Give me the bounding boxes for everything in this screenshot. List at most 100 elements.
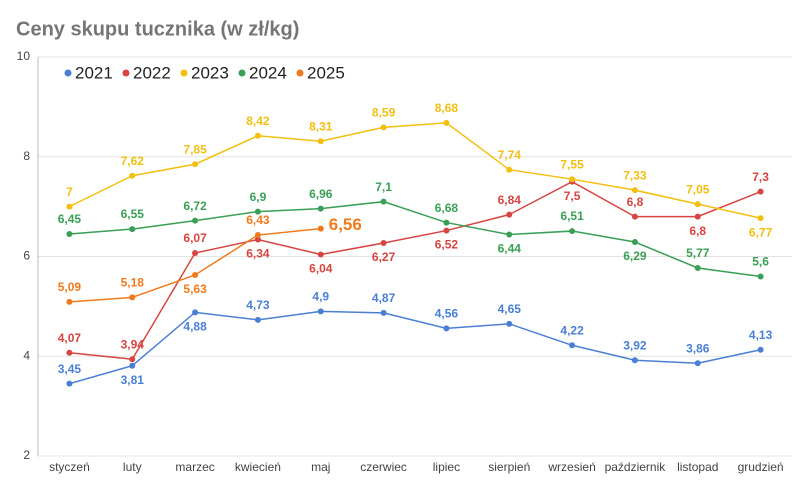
data-label: 3,92 bbox=[623, 338, 647, 352]
data-point bbox=[757, 273, 764, 280]
data-label: 6,45 bbox=[58, 212, 82, 226]
data-point bbox=[254, 208, 261, 215]
data-label: 6,27 bbox=[372, 250, 396, 264]
data-point bbox=[317, 225, 324, 232]
data-label: 4,65 bbox=[498, 302, 522, 316]
data-label: 7,3 bbox=[752, 170, 769, 184]
data-label: 6,07 bbox=[183, 231, 207, 245]
data-label: 5,18 bbox=[121, 276, 145, 290]
data-point bbox=[192, 271, 199, 278]
legend-label: 2025 bbox=[307, 63, 345, 82]
y-tick-label: 4 bbox=[23, 348, 30, 362]
data-label: 8,59 bbox=[372, 105, 396, 119]
data-label: 7,05 bbox=[686, 182, 710, 196]
data-label: 6,56 bbox=[329, 215, 362, 234]
data-label: 3,86 bbox=[686, 341, 710, 355]
data-point bbox=[66, 231, 73, 238]
data-point bbox=[380, 198, 387, 205]
y-tick-label: 2 bbox=[23, 448, 30, 462]
data-label: 4,88 bbox=[183, 320, 207, 334]
data-point bbox=[694, 264, 701, 271]
data-point bbox=[129, 226, 136, 233]
data-point bbox=[66, 298, 73, 305]
data-label: 6,51 bbox=[560, 209, 584, 223]
data-label: 6,96 bbox=[309, 187, 333, 201]
data-label: 7,1 bbox=[375, 180, 392, 194]
data-label: 6,04 bbox=[309, 262, 333, 276]
data-point bbox=[443, 227, 450, 234]
data-point bbox=[631, 213, 638, 220]
data-point bbox=[443, 219, 450, 226]
x-tick-label: listopad bbox=[677, 460, 718, 474]
data-point bbox=[631, 357, 638, 364]
data-label: 4,07 bbox=[58, 331, 82, 345]
data-point bbox=[694, 360, 701, 367]
data-point bbox=[254, 232, 261, 239]
data-label: 8,42 bbox=[246, 114, 270, 128]
data-point bbox=[192, 309, 199, 316]
data-label: 7,33 bbox=[623, 168, 647, 182]
series-line bbox=[69, 310, 761, 385]
data-label: 6,77 bbox=[749, 225, 773, 239]
data-point bbox=[129, 294, 136, 301]
data-point bbox=[317, 205, 324, 212]
data-label: 4,22 bbox=[560, 323, 584, 337]
x-tick-label: luty bbox=[123, 460, 142, 474]
data-point bbox=[443, 119, 450, 126]
data-label: 7,5 bbox=[564, 189, 581, 203]
data-point bbox=[317, 308, 324, 315]
series-line bbox=[69, 200, 761, 278]
data-point bbox=[569, 176, 576, 183]
y-tick-label: 10 bbox=[17, 49, 31, 63]
data-point bbox=[569, 228, 576, 235]
data-label: 4,87 bbox=[372, 291, 396, 305]
data-label: 4,56 bbox=[435, 306, 459, 320]
data-label: 6,29 bbox=[623, 249, 647, 263]
series-line bbox=[69, 122, 761, 219]
data-point bbox=[129, 362, 136, 369]
data-point bbox=[380, 240, 387, 247]
data-point bbox=[66, 349, 73, 356]
data-label: 6,44 bbox=[498, 242, 522, 256]
legend-label: 2022 bbox=[133, 63, 171, 82]
x-tick-label: kwiecień bbox=[235, 460, 281, 474]
data-point bbox=[254, 316, 261, 323]
data-point bbox=[506, 166, 513, 173]
legend-marker bbox=[64, 69, 72, 77]
data-label: 7,85 bbox=[183, 142, 207, 156]
data-label: 8,31 bbox=[309, 119, 333, 133]
data-point bbox=[129, 356, 136, 363]
y-tick-label: 8 bbox=[23, 149, 30, 163]
data-point bbox=[380, 124, 387, 131]
data-label: 7,74 bbox=[498, 148, 522, 162]
data-label: 6,55 bbox=[121, 207, 145, 221]
data-label: 7,55 bbox=[560, 157, 584, 171]
data-point bbox=[192, 161, 199, 168]
data-point bbox=[694, 213, 701, 220]
data-label: 7 bbox=[66, 185, 73, 199]
data-label: 3,81 bbox=[121, 373, 145, 387]
data-point bbox=[317, 251, 324, 258]
data-point bbox=[254, 132, 261, 139]
legend-label: 2024 bbox=[249, 63, 287, 82]
data-label: 6,8 bbox=[627, 195, 644, 209]
data-label: 5,09 bbox=[58, 280, 82, 294]
data-label: 4,73 bbox=[246, 298, 270, 312]
data-point bbox=[631, 239, 638, 246]
data-point bbox=[506, 231, 513, 238]
series-line bbox=[69, 180, 761, 361]
data-label: 6,52 bbox=[435, 238, 459, 252]
data-point bbox=[317, 138, 324, 145]
data-point bbox=[443, 325, 450, 332]
legend-label: 2023 bbox=[191, 63, 229, 82]
data-point bbox=[380, 309, 387, 316]
data-point bbox=[757, 215, 764, 222]
legend-label: 2021 bbox=[75, 63, 113, 82]
data-point bbox=[757, 346, 764, 353]
data-point bbox=[254, 236, 261, 243]
data-label: 3,94 bbox=[121, 337, 145, 351]
data-label: 6,9 bbox=[250, 190, 267, 204]
data-point bbox=[506, 211, 513, 218]
legend-marker bbox=[296, 69, 304, 77]
data-label: 7,62 bbox=[121, 154, 145, 168]
